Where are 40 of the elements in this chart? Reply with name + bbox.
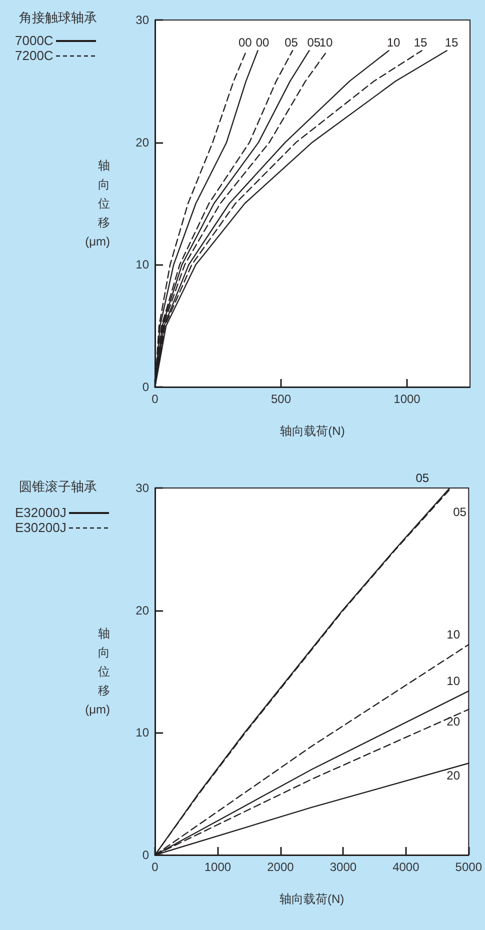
- series-label: 10: [446, 674, 460, 688]
- y-tick-label: 10: [136, 726, 150, 740]
- series-label: 20: [446, 768, 460, 782]
- text: E30200J: [15, 520, 66, 535]
- series-label: 10: [446, 628, 460, 642]
- series-label: 15: [444, 36, 458, 50]
- x-tick-label: 0: [152, 392, 159, 406]
- chart-title: 圆锥滚子轴承: [19, 479, 97, 494]
- x-tick-label: 0: [152, 860, 159, 874]
- y-tick-label: 10: [136, 258, 150, 272]
- y-tick-label: 30: [136, 481, 150, 495]
- series-label: 10: [319, 36, 334, 50]
- series-label: 00: [238, 36, 252, 50]
- y-axis-title: 轴向位移(μm): [85, 158, 110, 248]
- chart-title: 角接触球轴承: [19, 10, 97, 25]
- y-axis-title: 轴向位移(μm): [85, 626, 110, 716]
- y-tick-label: 0: [142, 380, 150, 394]
- series-label: 10: [386, 36, 401, 50]
- series-label: 00: [256, 36, 270, 50]
- x-tick-label: 5000: [455, 860, 482, 874]
- text: E32000J: [15, 505, 66, 520]
- x-axis-title: 轴向载荷(N): [280, 424, 345, 438]
- x-tick-label: 1000: [204, 860, 232, 874]
- text: 7000C: [15, 33, 54, 48]
- x-tick-label: 4000: [392, 860, 420, 874]
- y-tick-label: 30: [136, 13, 150, 27]
- text: 7200C: [15, 48, 54, 63]
- y-tick-label: 20: [136, 603, 150, 618]
- series-label: 05: [453, 505, 467, 519]
- x-axis-title: 轴向载荷(N): [279, 892, 344, 906]
- series-label: 05: [284, 36, 298, 50]
- x-tick-label: 1000: [394, 392, 421, 406]
- series-label: 05: [416, 471, 430, 485]
- x-tick-label: 2000: [267, 860, 294, 874]
- x-tick-label: 3000: [330, 860, 357, 874]
- y-tick-label: 0: [142, 848, 150, 862]
- series-label: 15: [414, 36, 428, 50]
- x-tick-label: 500: [270, 392, 292, 406]
- series-label: 05: [307, 36, 321, 50]
- y-tick-label: 20: [136, 135, 150, 150]
